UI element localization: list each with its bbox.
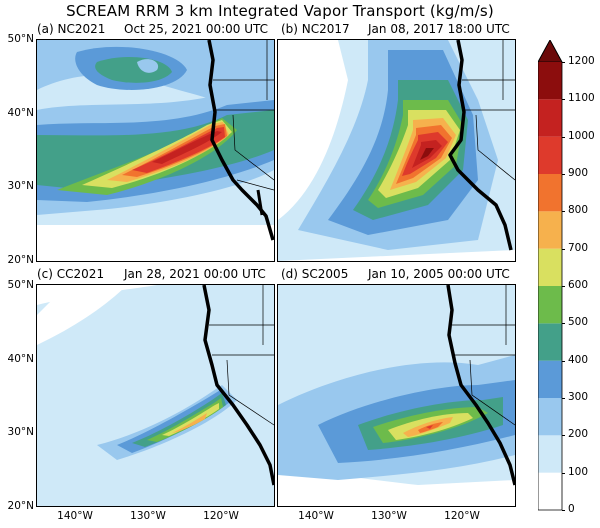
panel-d-label: (d) SC2005 bbox=[281, 267, 349, 281]
panel-d-date: Jan 10, 2005 00:00 UTC bbox=[368, 267, 510, 281]
colorbar-outline bbox=[538, 40, 563, 511]
panel-c-label: (c) CC2021 bbox=[37, 267, 105, 281]
y-tick-top-30: 30°N bbox=[7, 180, 34, 192]
colorbar-tick bbox=[562, 510, 565, 511]
y-tick-top-20: 20°N bbox=[7, 254, 34, 266]
colorbar-tick-label: 1100 bbox=[568, 92, 595, 105]
colorbar-tick-label: 100 bbox=[568, 465, 589, 478]
colorbar-tick bbox=[562, 435, 565, 437]
colorbar-tick-label: 800 bbox=[568, 204, 589, 217]
y-tick-bottom-50: 50°N bbox=[7, 279, 34, 291]
y-tick-bottom-40: 40°N bbox=[7, 353, 34, 365]
colorbar-tick bbox=[562, 323, 565, 325]
x-tick-left-120: 120°W bbox=[203, 510, 239, 522]
map-panel-c bbox=[36, 284, 275, 507]
colorbar-tick bbox=[562, 398, 565, 399]
colorbar-segment bbox=[538, 248, 562, 286]
x-tick-left-140: 140°W bbox=[57, 510, 93, 522]
colorbar-tick bbox=[562, 136, 565, 138]
colorbar-tick-label: 1000 bbox=[568, 129, 595, 142]
colorbar-tick-label: 1200 bbox=[568, 55, 595, 67]
y-tick-bottom-30: 30°N bbox=[7, 426, 34, 438]
y-tick-top-50: 50°N bbox=[7, 33, 34, 45]
colorbar-tick-label: 400 bbox=[568, 353, 589, 366]
colorbar-segment bbox=[538, 174, 562, 212]
colorbar-tick bbox=[562, 286, 565, 287]
colorbar-segment bbox=[538, 62, 562, 100]
colorbar-segment bbox=[538, 136, 562, 174]
colorbar-tick bbox=[562, 62, 565, 63]
colorbar-tick-label: 0 bbox=[568, 503, 575, 515]
x-tick-right-140: 140°W bbox=[298, 510, 334, 522]
panel-c-date: Jan 28, 2021 00:00 UTC bbox=[124, 267, 266, 281]
colorbar-segment bbox=[538, 211, 562, 249]
colorbar-tick-label: 600 bbox=[568, 279, 589, 291]
colorbar-segment bbox=[538, 323, 562, 361]
colorbar-tick bbox=[562, 472, 565, 474]
map-panel-b bbox=[277, 39, 516, 262]
figure-title: SCREAM RRM 3 km Integrated Vapor Transpo… bbox=[66, 2, 494, 20]
colorbar-scale bbox=[538, 40, 563, 511]
colorbar-segment bbox=[538, 398, 562, 436]
colorbar-extend-arrow bbox=[538, 40, 563, 63]
panel-a-date: Oct 25, 2021 00:00 UTC bbox=[124, 22, 268, 36]
colorbar: 0 100 200 300 400 500 600 700 800 900 1000 1100 1200 bbox=[538, 40, 598, 520]
colorbar-segment bbox=[538, 435, 562, 473]
colorbar-tick-label: 300 bbox=[568, 391, 589, 403]
panel-b-date: Jan 08, 2017 18:00 UTC bbox=[368, 22, 510, 36]
map-panel-a bbox=[36, 39, 275, 262]
x-tick-right-130: 130°W bbox=[371, 510, 407, 522]
map-panel-d bbox=[277, 284, 516, 507]
colorbar-tick bbox=[562, 174, 565, 175]
colorbar-tick-label: 200 bbox=[568, 428, 589, 441]
panel-b-label: (b) NC2017 bbox=[281, 22, 350, 36]
colorbar-segment bbox=[538, 472, 562, 510]
colorbar-segment bbox=[538, 360, 562, 398]
colorbar-tick-label: 500 bbox=[568, 316, 589, 329]
colorbar-tick-label: 900 bbox=[568, 167, 589, 179]
colorbar-tick bbox=[562, 211, 565, 213]
panel-a-label: (a) NC2021 bbox=[37, 22, 106, 36]
y-tick-bottom-20: 20°N bbox=[7, 500, 34, 512]
colorbar-tick bbox=[562, 360, 565, 362]
colorbar-segment bbox=[538, 286, 562, 324]
y-tick-top-40: 40°N bbox=[7, 107, 34, 119]
x-tick-right-120: 120°W bbox=[444, 510, 480, 522]
colorbar-tick-label: 700 bbox=[568, 241, 589, 254]
colorbar-tick bbox=[562, 99, 565, 101]
x-tick-left-130: 130°W bbox=[130, 510, 166, 522]
colorbar-tick bbox=[562, 248, 565, 250]
colorbar-segment bbox=[538, 99, 562, 137]
